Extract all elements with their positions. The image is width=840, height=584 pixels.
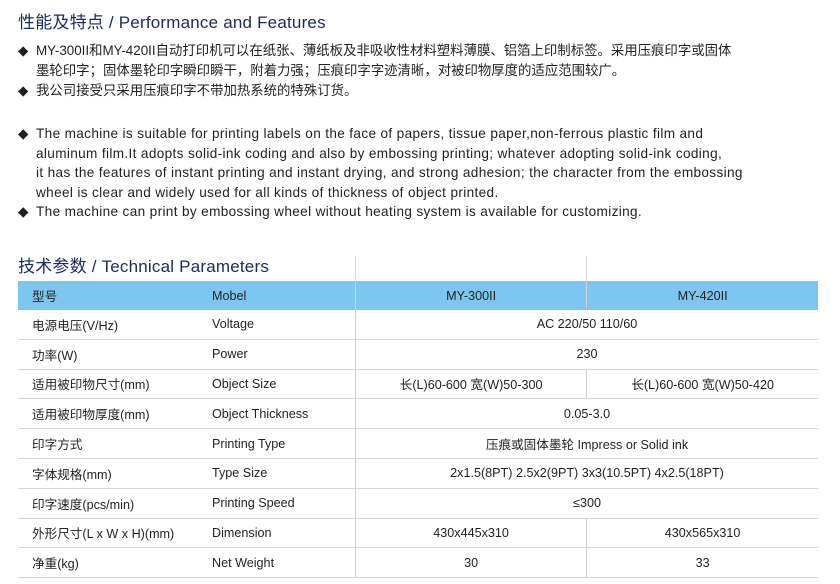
param-name-en: Dimension — [212, 518, 356, 549]
param-name-en: Printing Type — [212, 428, 356, 459]
param-name-cn: 适用被印物厚度(mm) — [18, 398, 212, 430]
diamond-bullet-icon: ◆ — [18, 83, 29, 98]
header-model-b: MY-420II — [586, 281, 818, 310]
features-title: 性能及特点 / Performance and Features — [18, 13, 326, 32]
param-name-cn: 净重(kg) — [18, 547, 212, 579]
param-value-b: 长(L)60-600 宽(W)50-420 — [586, 369, 818, 400]
divider — [355, 256, 356, 281]
table-row: 印字方式 Printing Type 压痕或固体墨轮 Impress or Soli… — [18, 428, 818, 459]
diamond-bullet-icon: ◆ — [18, 204, 29, 219]
table-header: 型号 Mobel MY-300II MY-420II — [18, 281, 818, 310]
param-value-a: 430x445x310 — [354, 518, 587, 549]
table-row: 适用被印物厚度(mm) Object Thickness 0.05-3.0 — [18, 398, 818, 430]
parameters-table: 型号 Mobel MY-300II MY-420II 电源电压(V/Hz) Vol… — [18, 281, 818, 579]
table-row: 字体规格(mm) Type Size 2x1.5(8PT) 2.5x2(9PT) 3… — [18, 458, 818, 489]
param-value: AC 220/50 110/60 — [355, 310, 818, 340]
en-feature-1: ◆ The machine is suitable for printing la… — [18, 124, 743, 222]
param-name-en: Printing Speed — [212, 488, 356, 519]
param-name-en: Object Size — [212, 369, 356, 400]
divider — [586, 256, 587, 281]
param-name-en: Power — [212, 339, 356, 370]
param-name-cn: 字体规格(mm) — [18, 458, 212, 489]
param-value-b: 430x565x310 — [586, 518, 818, 549]
param-value-b: 33 — [586, 547, 818, 579]
param-name-en: Object Thickness — [212, 398, 356, 430]
table-row: 外形尺寸(L x W x H)(mm) Dimension 430x445x310 4… — [18, 518, 818, 549]
param-value: 0.05-3.0 — [355, 398, 818, 430]
param-value: ≤300 — [355, 488, 818, 519]
param-value-a: 长(L)60-600 宽(W)50-300 — [354, 369, 587, 400]
header-model-a: MY-300II — [354, 281, 587, 310]
table-row: 净重(kg) Net Weight 30 33 — [18, 547, 818, 579]
param-name-cn: 外形尺寸(L x W x H)(mm) — [18, 518, 212, 549]
param-name-en: Net Weight — [212, 547, 356, 579]
table-row: 适用被印物尺寸(mm) Object Size 长(L)60-600 宽(W)50-… — [18, 369, 818, 400]
header-cn: 型号 — [18, 281, 212, 310]
table-row: 电源电压(V/Hz) Voltage AC 220/50 110/60 — [18, 310, 818, 340]
table-row: 功率(W) Power 230 — [18, 339, 818, 370]
parameters-title: 技术参数 / Technical Parameters — [18, 257, 270, 276]
diamond-bullet-icon: ◆ — [18, 126, 29, 141]
param-name-cn: 印字速度(pcs/min) — [18, 488, 212, 519]
param-name-cn: 电源电压(V/Hz) — [18, 310, 212, 340]
param-name-cn: 印字方式 — [18, 428, 212, 459]
param-value-a: 30 — [354, 547, 587, 579]
param-name-en: Voltage — [212, 310, 356, 340]
param-name-cn: 适用被印物尺寸(mm) — [18, 369, 212, 400]
param-value: 2x1.5(8PT) 2.5x2(9PT) 3x3(10.5PT) 4x2.5(… — [355, 458, 818, 489]
diamond-bullet-icon: ◆ — [18, 43, 29, 58]
header-en: Mobel — [212, 281, 356, 310]
param-value: 230 — [355, 339, 818, 370]
table-row: 印字速度(pcs/min) Printing Speed ≤300 — [18, 488, 818, 519]
param-name-cn: 功率(W) — [18, 339, 212, 370]
param-value: 压痕或固体墨轮 Impress or Solid ink — [355, 428, 818, 459]
cn-feature-1: ◆ MY-300II和MY-420II自动打印机可以在纸张、薄纸板及非吸收性材料塑… — [18, 41, 731, 101]
param-name-en: Type Size — [212, 458, 356, 489]
